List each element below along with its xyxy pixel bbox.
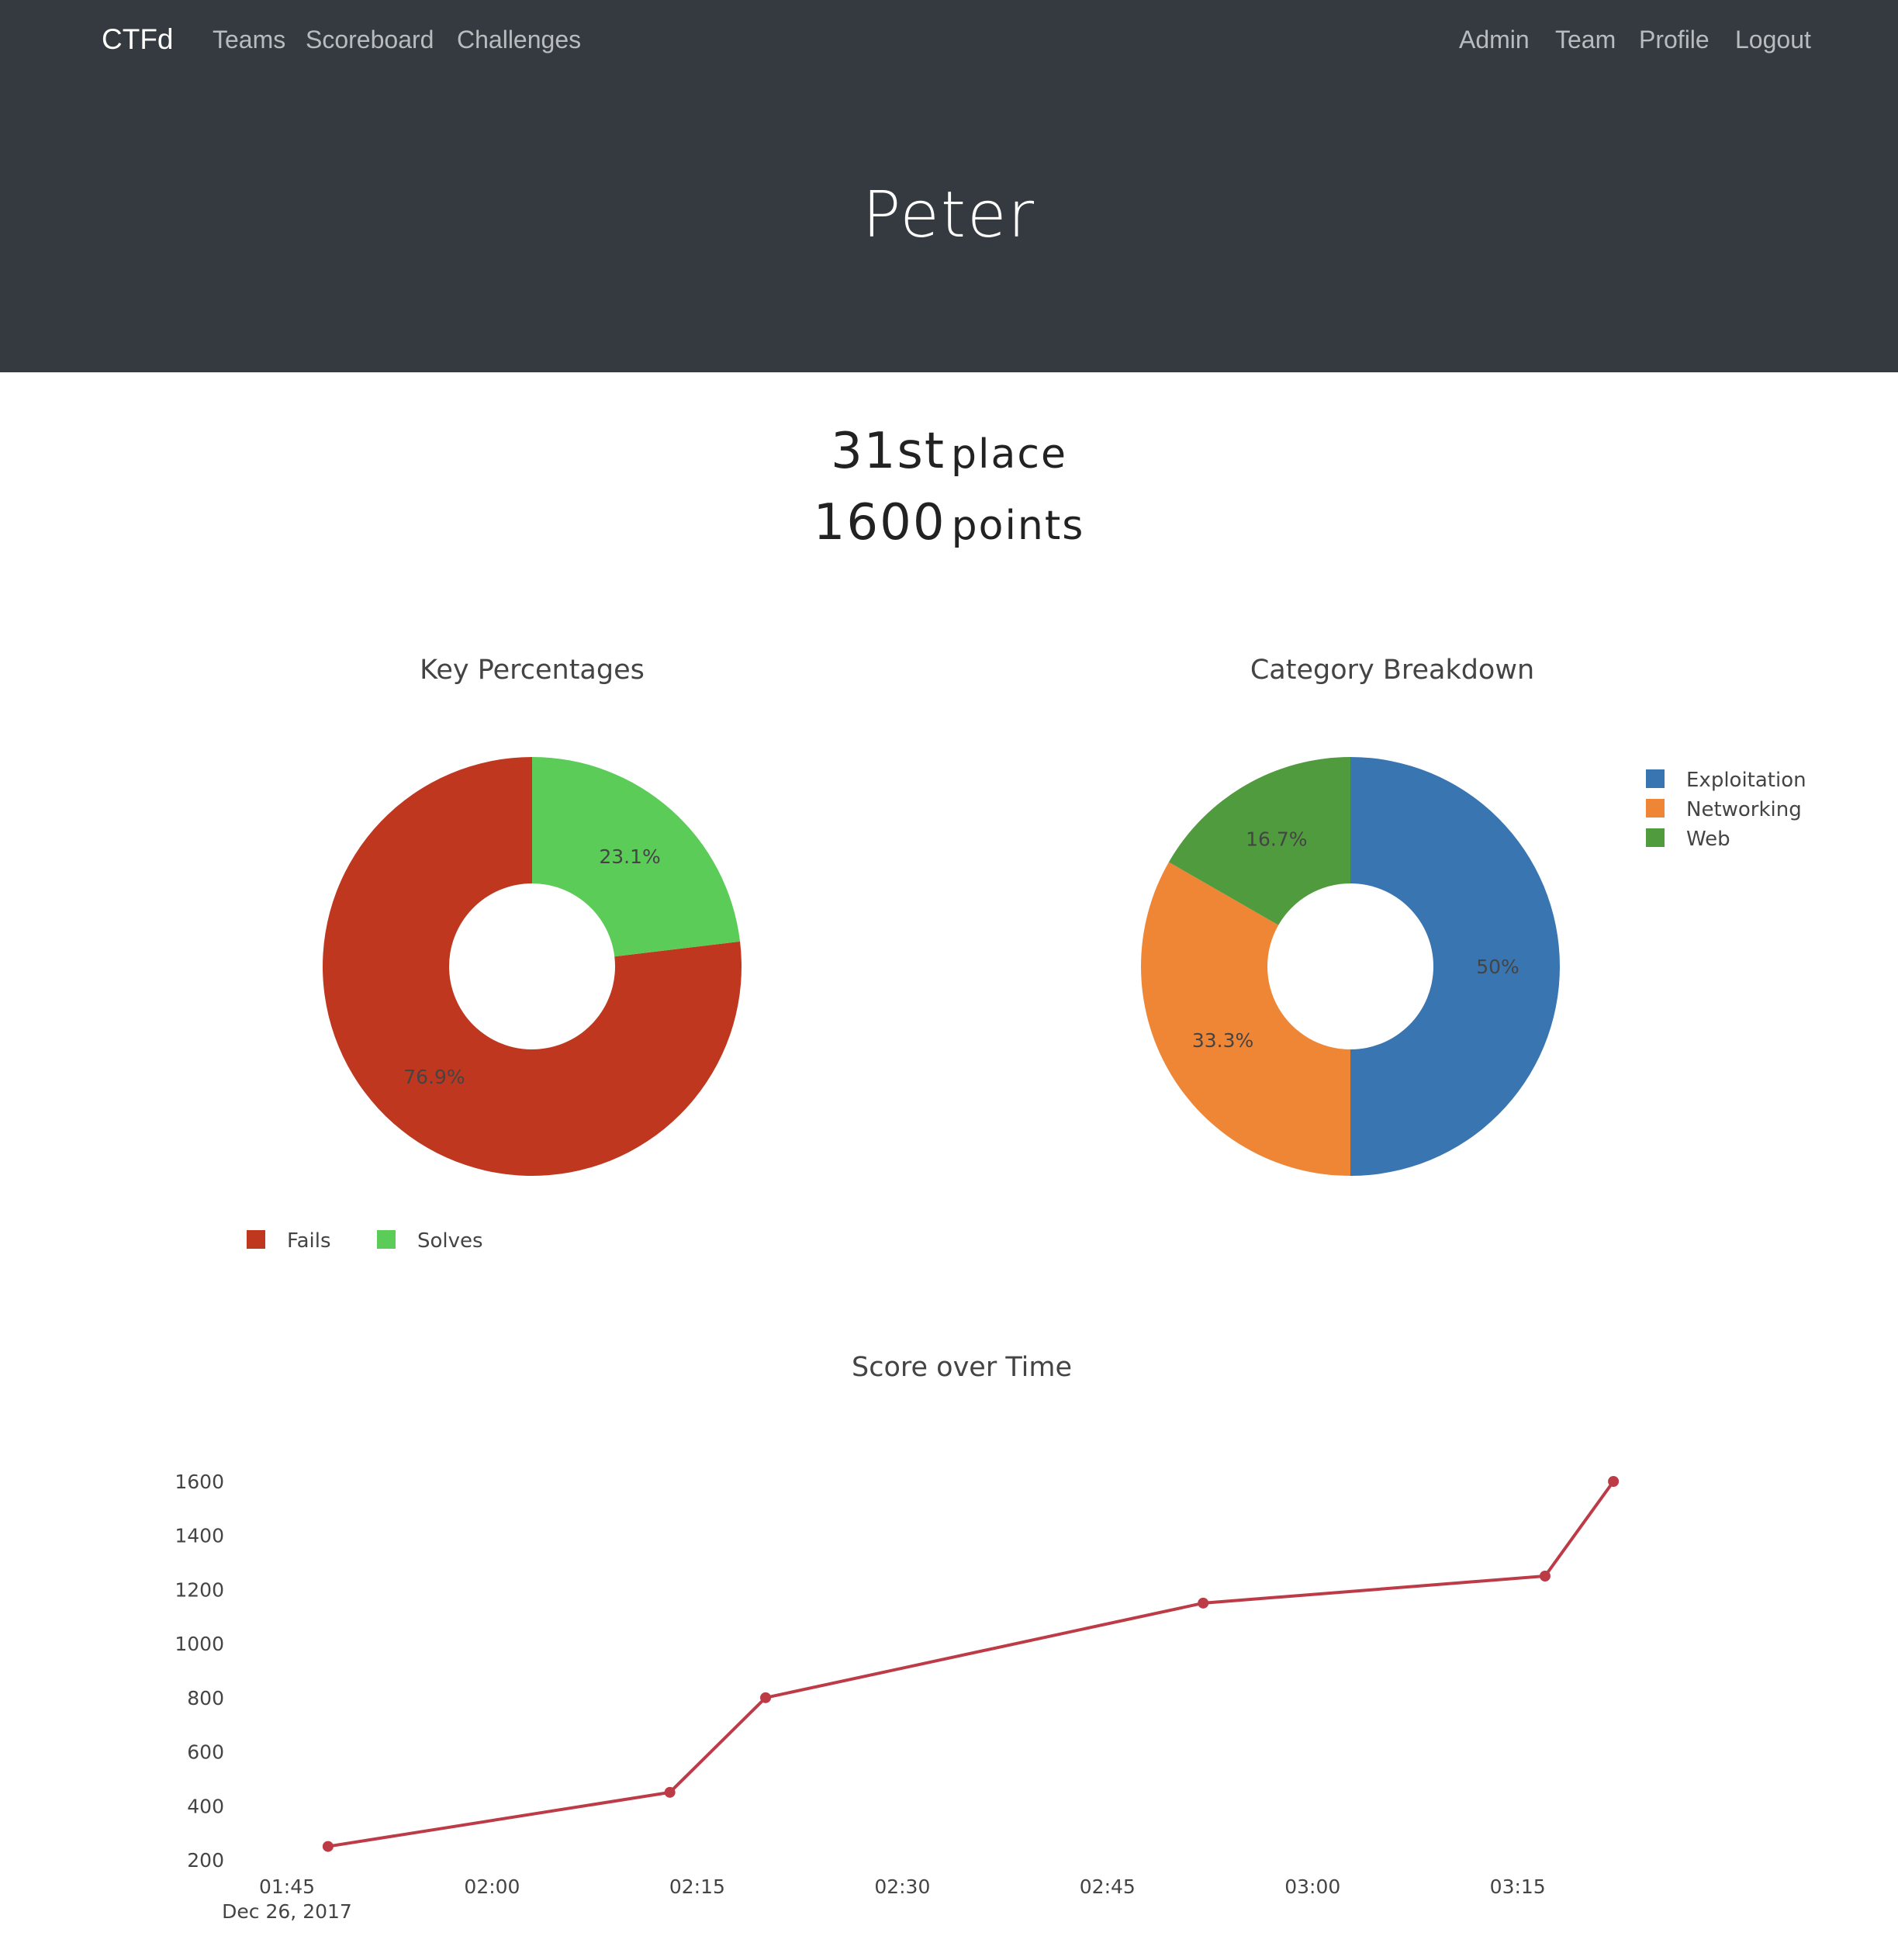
legend-swatch-networking xyxy=(1646,799,1665,818)
y-tick-label: 1600 xyxy=(175,1471,224,1493)
nav-challenges-link[interactable]: Challenges xyxy=(457,26,582,54)
x-tick-label: 01:45 xyxy=(259,1875,315,1898)
legend-label-networking: Networking xyxy=(1686,798,1802,821)
score-point xyxy=(1539,1571,1551,1581)
pie-slice-solves xyxy=(532,757,741,957)
pie-slice-exploitation xyxy=(1350,757,1560,1176)
legend-swatch-web xyxy=(1646,828,1665,847)
brand-link[interactable]: CTFd xyxy=(102,23,174,55)
pie-slice-networking xyxy=(1140,862,1350,1176)
place-number: 31st xyxy=(831,423,946,480)
y-tick-label: 200 xyxy=(187,1849,224,1872)
y-tick-label: 1000 xyxy=(175,1633,224,1655)
header-banner: CTFd Teams Scoreboard Challenges Admin T… xyxy=(0,0,1898,372)
legend-label-exploitation: Exploitation xyxy=(1686,769,1806,792)
score-point xyxy=(1608,1476,1620,1487)
pie-value-label-networking: 33.3% xyxy=(1192,1029,1253,1052)
pie-value-label-exploitation: 50% xyxy=(1476,956,1519,978)
pie-slice-web xyxy=(1168,757,1350,925)
y-tick-label: 1200 xyxy=(175,1578,224,1601)
nav-scoreboard-link[interactable]: Scoreboard xyxy=(306,26,434,54)
legend-label-fails: Fails xyxy=(287,1229,331,1253)
pie-value-label-fails: 76.9% xyxy=(403,1066,465,1088)
pie-value-label-solves: 23.1% xyxy=(599,845,660,868)
x-tick-label: 03:15 xyxy=(1490,1875,1546,1898)
page-title: Peter xyxy=(862,178,1036,252)
score-line xyxy=(327,1480,1615,1848)
nav-teams-link[interactable]: Teams xyxy=(213,26,286,54)
points-stat: 1600 points xyxy=(0,494,1898,551)
points-number: 1600 xyxy=(813,494,946,551)
nav-profile-link[interactable]: Profile xyxy=(1639,26,1710,54)
nav-admin-link[interactable]: Admin xyxy=(1459,26,1530,54)
nav-team-link[interactable]: Team xyxy=(1555,26,1616,54)
x-tick-label: 02:15 xyxy=(669,1875,725,1898)
x-tick-label: 02:45 xyxy=(1080,1875,1136,1898)
legend-label-solves: Solves xyxy=(417,1229,483,1253)
place-stat: 31st place xyxy=(0,423,1898,480)
points-label: points xyxy=(951,503,1085,549)
score-point xyxy=(1198,1597,1209,1609)
category-breakdown-title: Category Breakdown xyxy=(1250,655,1534,686)
legend-swatch-exploitation xyxy=(1646,769,1665,788)
x-tick-label: 03:00 xyxy=(1284,1875,1340,1898)
x-tick-label: 02:30 xyxy=(874,1875,930,1898)
y-tick-label: 1400 xyxy=(175,1525,224,1547)
legend-label-web: Web xyxy=(1686,828,1730,851)
score-point xyxy=(760,1692,772,1703)
score-over-time-title: Score over Time xyxy=(852,1352,1072,1383)
y-tick-label: 400 xyxy=(187,1795,224,1817)
legend-swatch-fails xyxy=(247,1230,265,1249)
place-label: place xyxy=(951,431,1067,478)
score-point xyxy=(664,1786,676,1798)
x-tick-date-label: Dec 26, 2017 xyxy=(222,1900,352,1923)
score-point xyxy=(322,1841,334,1852)
nav-logout-link[interactable]: Logout xyxy=(1735,26,1811,54)
y-tick-label: 800 xyxy=(187,1687,224,1709)
y-tick-label: 600 xyxy=(187,1741,224,1764)
pie-value-label-web: 16.7% xyxy=(1246,828,1307,851)
x-tick-label: 02:00 xyxy=(464,1875,520,1898)
key-percentages-title: Key Percentages xyxy=(420,655,645,686)
legend-swatch-solves xyxy=(377,1230,396,1249)
pie-slice-fails xyxy=(322,757,742,1177)
